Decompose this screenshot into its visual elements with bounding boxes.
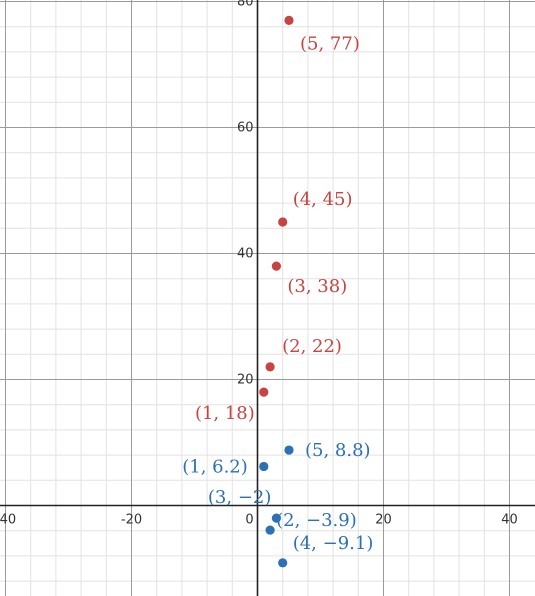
data-label: (1, 6.2): [182, 456, 248, 477]
y-tick-label: 40: [237, 247, 254, 262]
tick-labels: -40 -20 0 20 40 20 40 60 80: [0, 0, 518, 528]
x-tick-label: 0: [245, 513, 253, 528]
x-tick-label: -20: [121, 513, 142, 528]
data-point: [271, 513, 281, 523]
data-label: (3, −2): [208, 487, 271, 508]
y-tick-label: 60: [237, 121, 254, 136]
x-tick-label: 20: [375, 513, 392, 528]
data-label: (5, 8.8): [305, 440, 371, 461]
data-point: [271, 261, 281, 271]
data-point: [278, 558, 288, 568]
data-label: (4, −9.1): [293, 533, 374, 554]
data-label: (3, 38): [287, 276, 347, 297]
data-point: [284, 445, 294, 455]
x-tick-label: -40: [0, 513, 16, 528]
y-tick-label: 20: [237, 373, 254, 388]
data-label: (5, 77): [300, 33, 360, 54]
data-point: [259, 387, 269, 397]
data-points: [259, 15, 294, 568]
x-tick-label: 40: [501, 513, 518, 528]
data-point: [265, 362, 275, 372]
data-point: [278, 217, 288, 227]
data-label: (4, 45): [293, 189, 353, 210]
data-point: [284, 15, 294, 25]
data-label: (2, −3.9): [276, 510, 357, 531]
y-tick-label: 80: [237, 0, 254, 10]
data-label: (1, 18): [195, 403, 255, 424]
data-point: [265, 525, 275, 535]
data-point: [259, 461, 269, 472]
data-labels: (1, 18) (2, 22) (3, 38) (4, 45) (5, 77) (1, 6…: [182, 33, 373, 553]
data-label: (2, 22): [282, 336, 342, 357]
